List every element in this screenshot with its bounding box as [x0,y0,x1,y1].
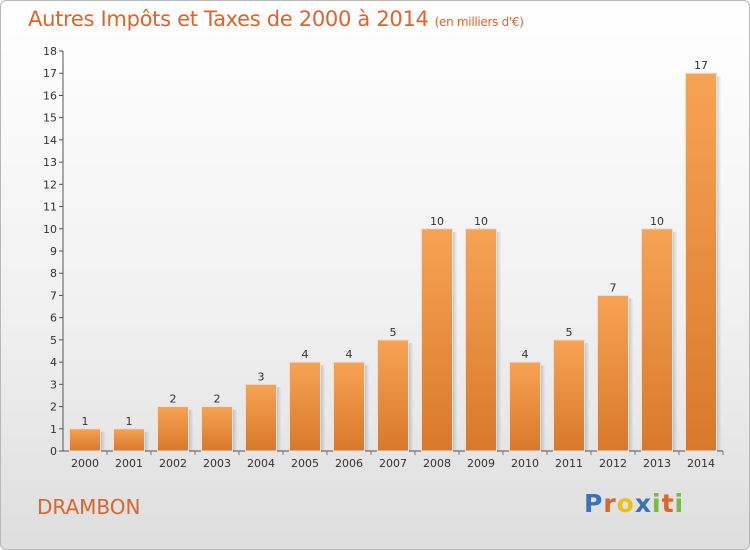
commune-name: DRAMBON [37,495,141,519]
y-tick-label: 18 [43,45,57,58]
bar [69,428,101,452]
y-tick-label: 6 [50,312,57,325]
y-tick-label: 5 [50,334,57,347]
bar [289,361,321,452]
bar-value-label: 10 [474,215,488,228]
x-tick-label: 2009 [467,457,495,470]
x-tick-label: 2014 [687,457,715,470]
bar-shadow [408,342,414,451]
bar [685,72,717,452]
bar-shadow [540,365,546,451]
bar [333,361,365,452]
bar-value-label: 10 [650,215,664,228]
chart-title: Autres Impôts et Taxes de 2000 à 2014 (en… [28,7,524,31]
bar [113,428,145,452]
x-tick-label: 2007 [379,457,407,470]
bar-shadow [364,365,370,451]
bar-shadow [188,409,194,451]
bar [597,294,629,452]
bar-shadow [452,231,458,451]
bar [465,228,497,452]
bar-value-label: 7 [610,281,617,294]
bar-value-label: 1 [82,415,89,428]
bar-value-label: 5 [390,326,397,339]
x-tick-label: 2002 [159,457,187,470]
data-labels: 1 1 2 2 3 4 4 5 10 10 4 5 7 10 17 [82,59,709,428]
bar [509,361,541,452]
x-tick-label: 2006 [335,457,363,470]
x-tick-label: 2003 [203,457,231,470]
y-tick-label: 15 [43,112,57,125]
bar [421,228,453,452]
bar-shadow [276,387,282,451]
x-tick-label: 2000 [71,457,99,470]
x-tick-label: 2010 [511,457,539,470]
bar [157,406,189,452]
bar-shadow [584,342,590,451]
x-tick-label: 2004 [247,457,275,470]
proxiti-logo[interactable]: Proxiti [584,489,685,518]
chart-subtitle: (en milliers d'€) [434,15,524,29]
x-axis: 2000 2001 2002 2003 2004 2005 2006 2007 2008 2009… [63,450,724,470]
bar-value-label: 17 [694,59,708,72]
chart-title-text: Autres Impôts et Taxes de 2000 à 2014 [28,7,429,31]
bar [553,339,585,452]
y-tick-label: 8 [50,267,57,280]
y-tick-label: 1 [50,423,57,436]
y-tick-label: 17 [43,67,57,80]
y-tick-label: 14 [43,134,57,147]
bar-value-label: 2 [170,393,177,406]
y-tick-label: 4 [50,356,57,369]
y-tick-label: 9 [50,245,57,258]
bar-series [69,72,722,452]
bar-shadow [496,231,502,451]
x-tick-label: 2008 [423,457,451,470]
bar-shadow [320,365,326,451]
x-tick-label: 2011 [555,457,583,470]
bar-value-label: 10 [430,215,444,228]
bar-value-label: 1 [126,415,133,428]
y-tick-label: 10 [43,223,57,236]
y-tick-label: 12 [43,178,57,191]
bar-value-label: 4 [346,348,353,361]
y-tick-label: 7 [50,289,57,302]
x-tick-label: 2012 [599,457,627,470]
x-tick-label: 2001 [115,457,143,470]
bar-shadow [144,431,150,451]
bar-value-label: 3 [258,370,265,383]
bar [245,383,277,452]
bar-shadow [672,231,678,451]
bar-shadow [716,76,722,451]
bar [641,228,673,452]
y-tick-label: 16 [43,89,57,102]
x-tick-label: 2005 [291,457,319,470]
y-tick-label: 11 [43,201,57,214]
bar [377,339,409,452]
y-tick-label: 3 [50,378,57,391]
bar-shadow [628,298,634,451]
y-tick-label: 0 [50,445,57,458]
y-tick-label: 13 [43,156,57,169]
y-tick-label: 2 [50,401,57,414]
bar-value-label: 2 [214,393,221,406]
x-tick-label: 2013 [643,457,671,470]
bar-value-label: 5 [566,326,573,339]
bar-shadow [232,409,238,451]
bar-value-label: 4 [302,348,309,361]
bar [201,406,233,452]
bar-shadow [100,431,106,451]
bar-value-label: 4 [522,348,529,361]
